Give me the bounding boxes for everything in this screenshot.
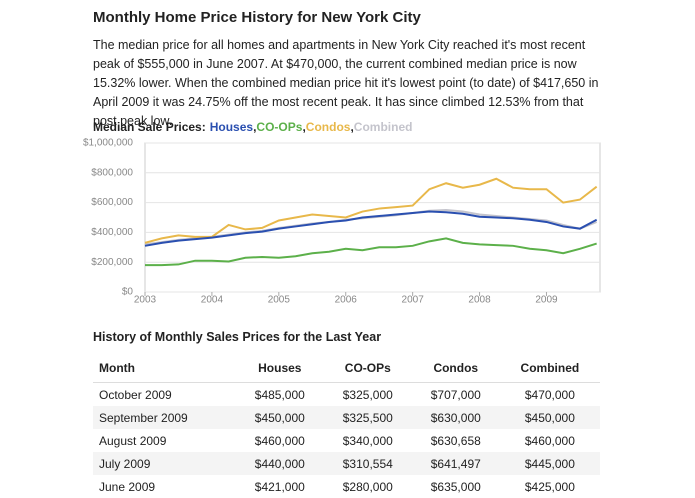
table-cell: $325,500	[323, 406, 412, 429]
table-cell: September 2009	[93, 406, 236, 429]
table-cell: June 2009	[99, 479, 156, 494]
x-tick-label: 2009	[535, 295, 558, 306]
table-cell: $460,000	[254, 433, 305, 448]
column-header: Month	[93, 354, 236, 383]
y-tick-label: $1,000,000	[83, 138, 133, 149]
legend-entry: CO-OPs	[256, 120, 302, 134]
chart: Median Sale Prices: Houses,CO-OPs,Condos,…	[83, 120, 601, 306]
table-cell: July 2009	[93, 452, 236, 475]
column-header: Condos	[411, 354, 500, 383]
table-cell: $440,000	[235, 452, 324, 475]
legend-entry: Combined	[354, 120, 413, 134]
table-row: August 2009 $460,000 $340,000 $630,658 $460,…	[93, 429, 600, 452]
table-row: July 2009 $440,000 $310,554 $641,497 $445,00…	[93, 452, 600, 475]
y-tick-label: $200,000	[91, 257, 133, 268]
legend-entry: Houses	[210, 120, 254, 134]
x-tick-label: 2008	[468, 295, 491, 306]
table-title: History of Monthly Sales Prices for the …	[93, 330, 382, 344]
column-header: Combined	[499, 354, 600, 383]
table-cell: $340,000	[342, 433, 393, 448]
series-line	[144, 177, 598, 244]
y-tick-label: $800,000	[91, 167, 133, 178]
chart-title: Median Sale Prices: Houses,CO-OPs,Condos,…	[93, 120, 412, 134]
table-cell: $470,000	[524, 387, 575, 402]
table-cell: $325,000	[342, 387, 393, 402]
table-cell: $460,000	[524, 433, 575, 448]
legend-separator: ,	[350, 120, 353, 134]
table-cell: $425,000	[524, 479, 575, 494]
y-tick-label: $0	[122, 287, 134, 298]
y-tick-label: $400,000	[91, 227, 133, 238]
legend-separator: ,	[253, 120, 256, 134]
x-tick-label: 2007	[402, 295, 425, 306]
column-header: Houses	[235, 354, 324, 383]
table-cell: $641,497	[411, 452, 500, 475]
column-header: CO-OPs	[323, 354, 412, 383]
series-line	[144, 210, 598, 247]
table-row: October 2009 $485,000 $325,000 $707,000 $470…	[93, 383, 600, 407]
x-tick-label: 2005	[268, 295, 291, 306]
table-cell: August 2009	[99, 433, 167, 448]
x-tick-label: 2004	[201, 295, 224, 306]
series-line	[145, 237, 597, 267]
table-cell: $280,000	[342, 479, 393, 494]
series-line	[144, 209, 598, 246]
table-cell: October 2009	[99, 387, 172, 402]
legend-entry: Condos	[306, 120, 351, 134]
x-tick-label: 2003	[134, 295, 157, 306]
page-title: Monthly Home Price History for New York …	[93, 9, 421, 26]
table-row: June 2009 $421,000 $280,000 $635,000 $425,00…	[93, 475, 600, 498]
table-cell: $707,000	[430, 387, 481, 402]
table-cell: $450,000	[499, 406, 600, 429]
x-tick-label: 2006	[335, 295, 358, 306]
table-cell: $421,000	[254, 479, 305, 494]
price-table: Month Houses CO-OPs Condos Combined October 2…	[93, 354, 600, 498]
chart-title-text: Median Sale Prices:	[93, 120, 206, 134]
header-row: Month Houses CO-OPs Condos Combined	[93, 354, 600, 383]
table-cell: $445,000	[499, 452, 600, 475]
table-row: September 2009 $450,000 $325,500 $630,000 $4…	[93, 406, 600, 429]
legend-separator: ,	[302, 120, 305, 134]
table-cell: $310,554	[323, 452, 412, 475]
table-cell: $635,000	[430, 479, 481, 494]
table-cell: $630,000	[411, 406, 500, 429]
table-cell: $450,000	[235, 406, 324, 429]
table-cell: $485,000	[254, 387, 305, 402]
table-cell: $630,658	[430, 433, 481, 448]
y-tick-label: $600,000	[91, 197, 133, 208]
description: The median price for all homes and apart…	[93, 38, 599, 128]
